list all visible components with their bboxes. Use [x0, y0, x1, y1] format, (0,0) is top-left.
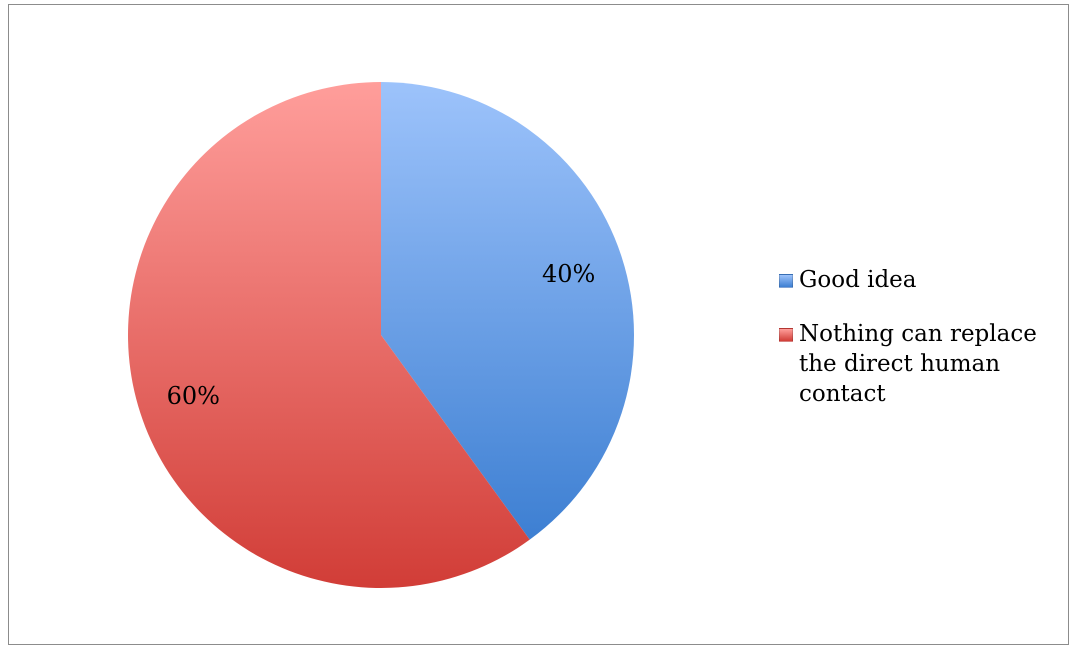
- legend-swatch-good-idea: [779, 274, 793, 288]
- legend-item-good-idea: Good idea: [779, 265, 1069, 295]
- legend-swatch-nothing-can-replace: [779, 328, 793, 342]
- data-label-nothing-can-replace: 60%: [167, 382, 220, 410]
- pie-chart: 40% 60%: [127, 82, 634, 588]
- pie-slice-good-idea: [381, 82, 634, 540]
- pie-slice-nothing-can-replace: [127, 82, 530, 588]
- legend-item-nothing-can-replace: Nothing can replace the direct human con…: [779, 319, 1069, 409]
- legend-label-nothing-can-replace: Nothing can replace the direct human con…: [799, 321, 1037, 407]
- legend: Good idea Nothing can replace the direct…: [779, 265, 1069, 433]
- data-label-good-idea: 40%: [542, 260, 595, 288]
- legend-label-good-idea: Good idea: [799, 267, 917, 293]
- chart-area: 40% 60% Good idea Nothing can replace the…: [8, 4, 1069, 645]
